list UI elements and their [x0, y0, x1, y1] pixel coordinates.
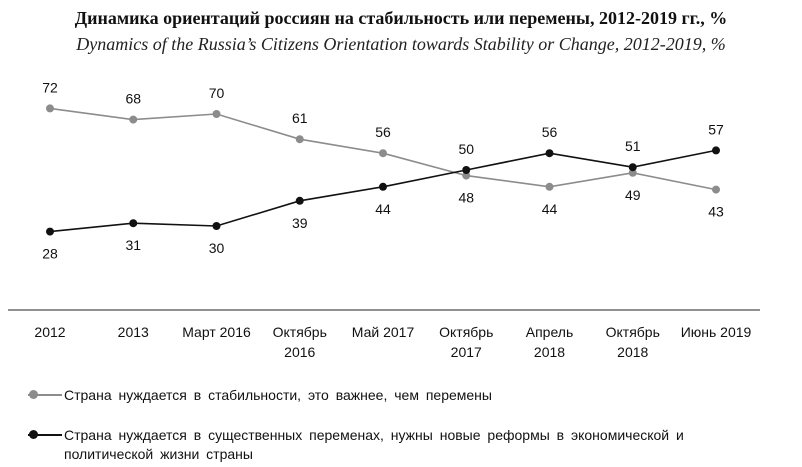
x-tick-label: Март 2016 [182, 324, 251, 340]
x-tick-label: Июнь 2019 [681, 324, 752, 340]
legend-key [28, 386, 64, 404]
data-label: 57 [708, 121, 724, 137]
legend-label: Страна нуждается в существенных перемена… [64, 427, 684, 462]
data-label: 72 [42, 79, 58, 95]
data-point [129, 115, 138, 124]
legend-item: Страна нуждается в существенных перемена… [28, 426, 768, 464]
data-label: 51 [625, 138, 641, 154]
data-point [212, 222, 221, 230]
data-label: 61 [292, 110, 308, 126]
data-label: 68 [125, 91, 141, 107]
data-label: 56 [542, 124, 558, 140]
legend-label: Страна нуждается в стабильности, это важ… [64, 387, 492, 403]
data-point [46, 104, 54, 113]
data-label: 43 [708, 204, 724, 220]
chart: 2012 2013 Март 2016 Октябрь 2016 Май 2017 Октя… [8, 79, 760, 360]
x-tick-label: 2013 [118, 324, 149, 340]
x-tick-label: Октябрь 2016 [273, 324, 327, 360]
data-label: 39 [292, 215, 308, 231]
data-label: 44 [375, 201, 391, 217]
legend-key [28, 426, 64, 444]
data-point [712, 185, 720, 194]
data-point [379, 182, 387, 191]
data-point [712, 146, 720, 155]
data-point [628, 163, 637, 172]
data-label: 44 [542, 201, 558, 217]
chart-subtitle: Dynamics of the Russia’s Citizens Orient… [76, 34, 726, 54]
data-point [295, 196, 304, 205]
data-point [462, 171, 471, 180]
data-label: 28 [42, 246, 58, 262]
data-label: 56 [375, 124, 391, 140]
x-tick-label: 2012 [34, 324, 65, 340]
legend-item: Страна нуждается в стабильности, это важ… [28, 386, 768, 405]
x-tick-label: Май 2017 [352, 324, 415, 340]
data-label: 31 [125, 237, 141, 253]
data-label: 50 [458, 141, 474, 157]
data-point [379, 149, 387, 158]
data-point [628, 168, 637, 177]
chart-title: Динамика ориентаций россиян на стабильно… [74, 8, 728, 28]
series-line [49, 149, 717, 233]
data-point [545, 182, 554, 191]
x-tick-label: Октябрь 2018 [606, 324, 660, 360]
data-point [129, 219, 138, 228]
series-line [49, 107, 717, 191]
x-tick-label: Апрель 2018 [526, 324, 574, 360]
data-point [295, 135, 304, 144]
x-tick-label: Октябрь 2017 [439, 324, 493, 360]
data-label: 48 [458, 190, 474, 206]
data-label: 30 [209, 240, 225, 256]
data-point [462, 166, 471, 174]
data-label: 49 [625, 187, 641, 203]
data-point [545, 149, 554, 158]
data-point [46, 227, 54, 236]
data-label: 70 [209, 85, 225, 101]
data-point [212, 110, 221, 118]
